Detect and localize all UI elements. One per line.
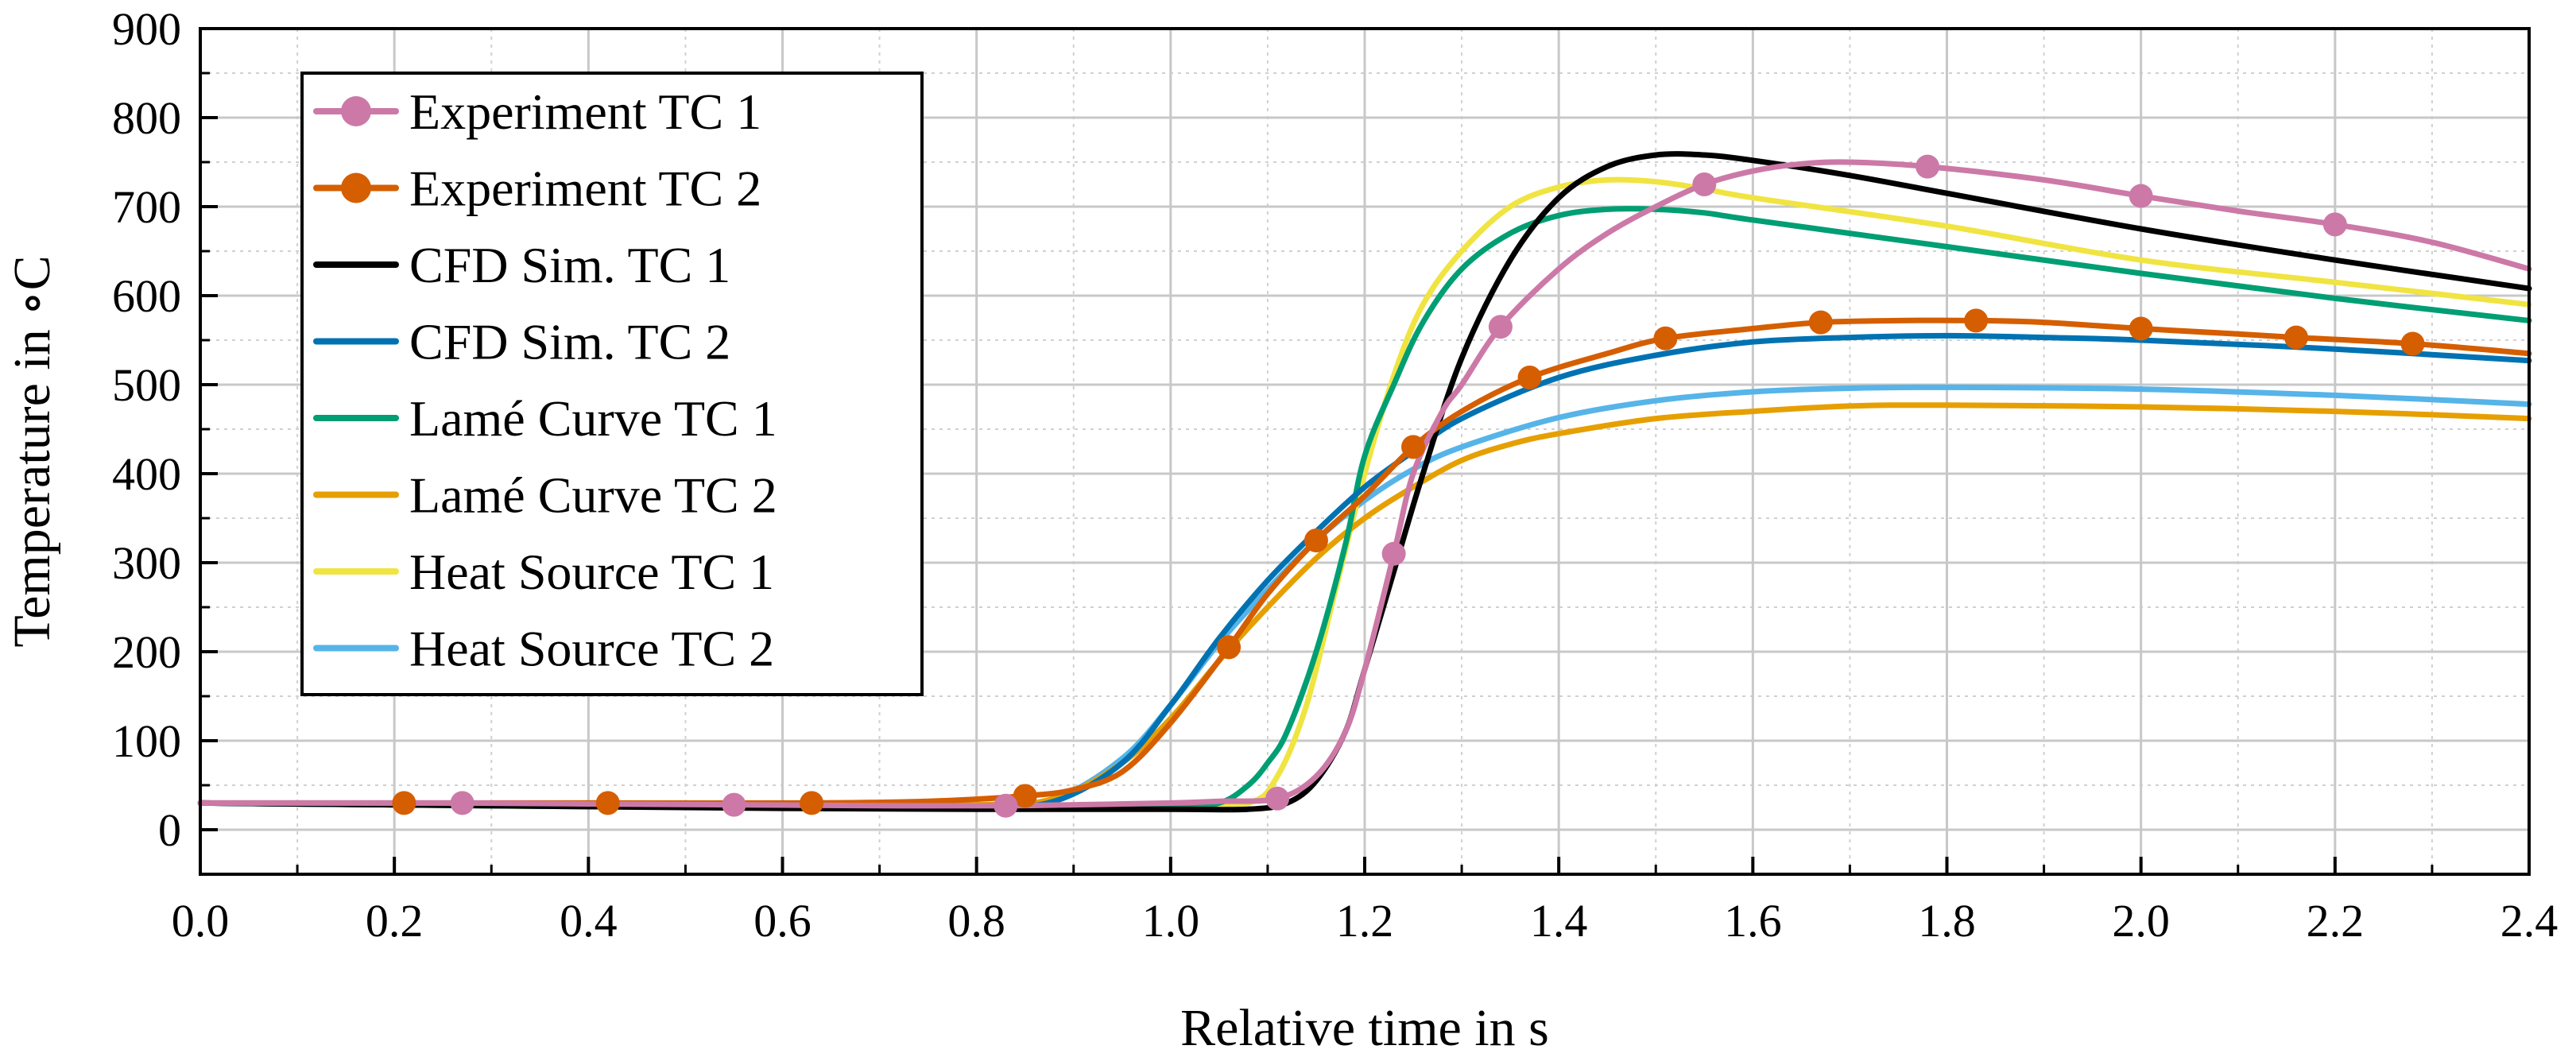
y-tick-label: 300 (112, 537, 181, 589)
x-tick-label: 1.4 (1530, 895, 1588, 947)
y-tick-label: 100 (112, 715, 181, 767)
data-point-experiment-tc-1 (1916, 154, 1940, 179)
legend-item-experiment-tc-2: Experiment TC 2 (313, 161, 761, 217)
legend-marker (341, 172, 371, 203)
x-axis-title: Relative time in s (1180, 999, 1549, 1057)
x-tick-label: 2.0 (2112, 895, 2170, 947)
data-point-experiment-tc-2 (1013, 784, 1037, 808)
data-point-experiment-tc-2 (2284, 325, 2308, 350)
data-point-experiment-tc-2 (1217, 635, 1242, 660)
data-point-experiment-tc-2 (1808, 310, 1833, 335)
legend-label: Experiment TC 1 (409, 83, 761, 140)
legend-box (300, 72, 924, 696)
x-tick-label: 0.6 (753, 895, 812, 947)
series-markers (392, 154, 2425, 818)
x-tick-label: 2.4 (2500, 895, 2559, 947)
legend: Experiment TC 1 Experiment TC 2 CFD Sim. T… (300, 72, 924, 696)
x-tick-label: 0.8 (947, 895, 1005, 947)
y-tick-label: 600 (112, 270, 181, 322)
legend-label: Lamé Curve TC 2 (409, 467, 777, 524)
legend-label: Heat Source TC 2 (409, 621, 774, 677)
series-line-cfd-sim-tc-1 (197, 151, 2532, 813)
x-tick-label: 0.4 (560, 895, 618, 947)
x-tick-label: 1.6 (1724, 895, 1782, 947)
y-tick-label: 500 (112, 359, 181, 411)
axis-ticks (199, 27, 2531, 874)
data-point-experiment-tc-1 (1692, 172, 1717, 196)
y-tick-label: 800 (112, 92, 181, 144)
legend-item-lam-curve-tc-1: Lamé Curve TC 1 (313, 390, 777, 447)
data-point-experiment-tc-2 (1964, 308, 1989, 333)
data-point-experiment-tc-2 (2400, 331, 2425, 356)
data-point-experiment-tc-2 (800, 791, 824, 815)
data-point-experiment-tc-2 (1401, 435, 1426, 459)
data-point-experiment-tc-2 (392, 791, 416, 815)
x-tick-label: 0.2 (366, 895, 424, 947)
legend-label: CFD Sim. TC 1 (409, 237, 730, 293)
y-tick-label: 200 (112, 626, 181, 678)
x-tick-label: 1.8 (1918, 895, 1976, 947)
data-point-experiment-tc-2 (1653, 326, 1678, 350)
legend-label: Experiment TC 2 (409, 161, 761, 217)
data-point-experiment-tc-1 (722, 792, 746, 817)
data-point-experiment-tc-2 (2129, 316, 2153, 341)
legend-label: Heat Source TC 1 (409, 544, 774, 600)
data-point-experiment-tc-1 (2129, 184, 2153, 208)
y-tick-label: 700 (112, 181, 181, 233)
legend-item-experiment-tc-1: Experiment TC 1 (313, 83, 761, 140)
x-tick-label: 0.0 (172, 895, 230, 947)
x-tick-label: 2.2 (2307, 895, 2365, 947)
data-point-experiment-tc-2 (1517, 366, 1542, 390)
legend-item-heat-source-tc-1: Heat Source TC 1 (313, 544, 774, 600)
data-point-experiment-tc-1 (450, 791, 475, 815)
legend-item-heat-source-tc-2: Heat Source TC 2 (313, 621, 774, 677)
y-tick-label: 900 (112, 3, 181, 55)
legend-item-cfd-sim-tc-2: CFD Sim. TC 2 (313, 314, 730, 370)
legend-item-lam-curve-tc-2: Lamé Curve TC 2 (313, 467, 777, 524)
data-point-experiment-tc-1 (1488, 315, 1513, 339)
data-point-experiment-tc-1 (2322, 212, 2347, 237)
legend-label: CFD Sim. TC 2 (409, 314, 730, 370)
data-point-experiment-tc-1 (994, 793, 1018, 818)
y-tick-labels: 0 100 200 300 400 500 600 700 800 900 (112, 3, 181, 856)
legend-item-cfd-sim-tc-1: CFD Sim. TC 1 (313, 237, 730, 293)
legend-marker (341, 96, 371, 126)
data-point-experiment-tc-1 (1265, 786, 1290, 811)
legend-label: Lamé Curve TC 1 (409, 390, 777, 447)
x-tick-label: 1.0 (1142, 895, 1200, 947)
x-tick-labels: 0.0 0.2 0.4 0.6 0.8 1.0 1.2 1.4 1.6 1.8 2.0 2.2 2.4 (172, 895, 2559, 947)
y-tick-label: 0 (158, 804, 181, 856)
data-point-experiment-tc-2 (1303, 529, 1328, 552)
x-tick-label: 1.2 (1336, 895, 1394, 947)
data-point-experiment-tc-1 (1381, 541, 1406, 566)
y-tick-label: 400 (112, 448, 181, 500)
data-point-experiment-tc-2 (595, 791, 620, 815)
y-axis-title: Temperature in ∘C (3, 255, 61, 647)
